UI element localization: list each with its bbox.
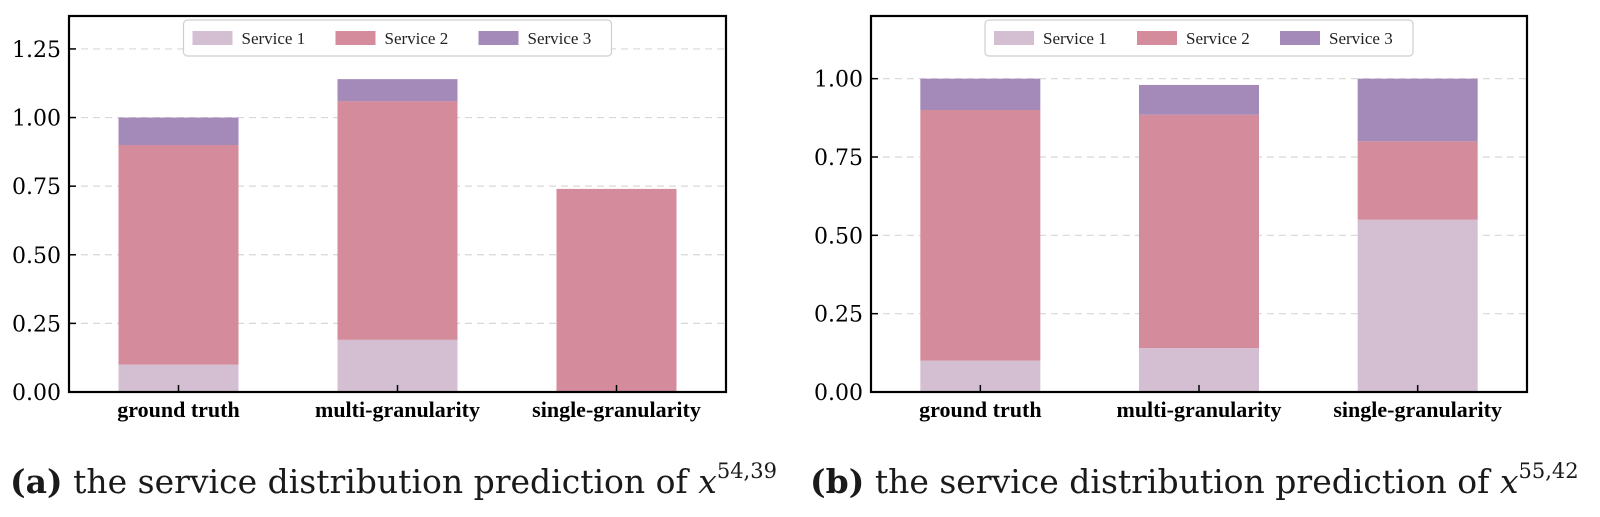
legend-label-a-service1: Service 1 — [242, 29, 306, 48]
bar-b-0-service3 — [920, 78, 1041, 110]
legend-label-b-service2: Service 2 — [1186, 29, 1250, 48]
ytick-label-a-0: 0.00 — [12, 381, 61, 406]
ytick-label-a-2: 0.50 — [12, 244, 61, 269]
ytick-label-b-0: 0.00 — [814, 381, 863, 406]
bar-b-2-service3 — [1357, 78, 1478, 142]
caption-b-sup: 55,42 — [1518, 459, 1579, 483]
chart-a: 0.00 0.25 0.50 0.75 1.00 1.25 ground truth mult… — [12, 14, 728, 422]
legend-swatch-a-service2 — [335, 31, 376, 45]
category-label-b-1: multi-granularity — [1117, 397, 1282, 422]
caption-a-text: the service distribution prediction of — [73, 462, 688, 501]
ytick-label-a-1: 0.25 — [12, 312, 61, 337]
caption-b-text: the service distribution prediction of — [874, 462, 1490, 501]
category-label-a-0: ground truth — [117, 397, 239, 422]
bar-b-2-service1 — [1357, 219, 1478, 392]
bar-b-2-service2 — [1357, 141, 1478, 220]
axes-frame-b — [869, 14, 1529, 394]
ytick-label-a-3: 0.75 — [12, 175, 61, 200]
legend-swatch-a-service1 — [192, 31, 233, 45]
legend-swatch-b-service1 — [994, 31, 1034, 45]
bar-b-0-service2 — [920, 110, 1041, 361]
bar-b-1-service2 — [1139, 114, 1259, 349]
ytick-label-a-5: 1.25 — [12, 38, 61, 63]
ytick-label-b-4: 1.00 — [814, 68, 863, 93]
caption-a-tag: (a) — [10, 462, 63, 501]
caption-b-var: x — [1499, 462, 1519, 501]
legend-swatch-a-service3 — [478, 31, 519, 45]
bar-b-1-service1 — [1139, 348, 1259, 392]
caption-a: (a) the service distribution prediction … — [10, 459, 777, 501]
bar-a-0-service3 — [118, 117, 239, 145]
legend-swatch-b-service2 — [1137, 31, 1177, 45]
category-label-b-2: single-granularity — [1333, 397, 1502, 422]
bar-a-1-service3 — [337, 79, 458, 102]
legend-label-a-service3: Service 3 — [528, 29, 592, 48]
bar-a-0-service2 — [118, 144, 239, 365]
ytick-label-b-3: 0.75 — [814, 146, 863, 171]
legend-b: Service 1 Service 2 Service 3 — [984, 19, 1414, 57]
category-label-a-2: single-granularity — [532, 397, 701, 422]
ytick-label-b-2: 0.50 — [814, 224, 863, 249]
bar-a-2-service2 — [556, 188, 677, 392]
chart-b: 0.00 0.25 0.50 0.75 1.00 ground truth multi-gr… — [814, 14, 1529, 422]
legend-a: Service 1 Service 2 Service 3 — [182, 19, 613, 57]
caption-a-var: x — [698, 462, 717, 501]
caption-b-tag: (b) — [810, 462, 865, 501]
legend-label-b-service1: Service 1 — [1043, 29, 1107, 48]
ytick-label-b-1: 0.25 — [814, 303, 863, 328]
legend-label-b-service3: Service 3 — [1329, 29, 1393, 48]
caption-b: (b) the service distribution prediction … — [810, 459, 1579, 501]
category-label-b-0: ground truth — [919, 397, 1041, 422]
legend-label-a-service2: Service 2 — [385, 29, 449, 48]
caption-a-sup: 54,39 — [716, 459, 777, 483]
legend-box-a — [182, 19, 613, 57]
bar-a-1-service2 — [337, 101, 458, 340]
ytick-label-a-4: 1.00 — [12, 107, 61, 132]
axes-frame-a — [67, 14, 728, 394]
bar-b-1-service3 — [1139, 84, 1259, 115]
legend-box-b — [984, 19, 1414, 57]
legend-swatch-b-service3 — [1280, 31, 1320, 45]
category-label-a-1: multi-granularity — [315, 397, 480, 422]
bar-a-1-service1 — [337, 339, 458, 392]
